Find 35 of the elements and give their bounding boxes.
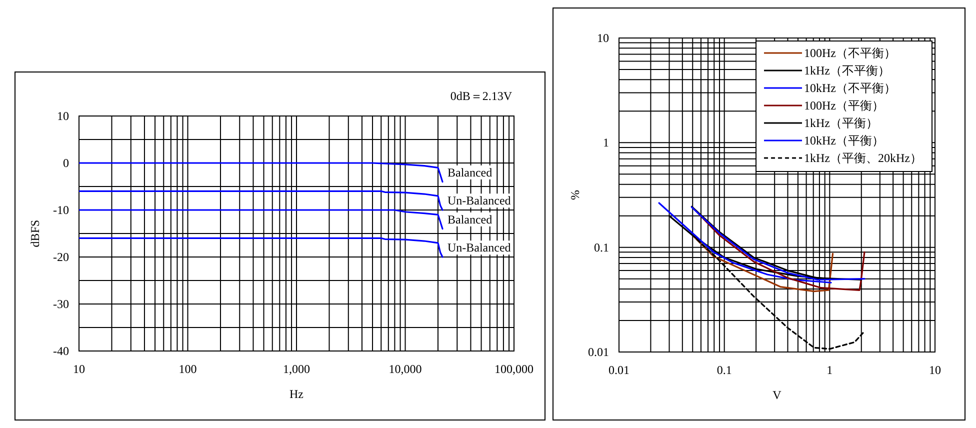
x-tick-label: 10,000 <box>388 362 422 376</box>
x-axis-title: V <box>772 388 782 402</box>
x-tick-label: 0.01 <box>608 363 630 377</box>
x-tick-label: 1 <box>826 363 833 377</box>
legend-label: 1kHz（不平衡） <box>804 64 890 78</box>
legend-label: 1kHz（平衡、20kHz） <box>804 151 922 165</box>
y-tick-label: -30 <box>53 297 69 311</box>
legend-label: 100Hz（不平衡） <box>804 46 896 60</box>
x-tick-label: 0.1 <box>716 363 732 377</box>
x-tick-label: 10 <box>73 362 85 376</box>
y-axis-title: dBFS <box>28 220 42 248</box>
series-label: Balanced <box>447 212 492 226</box>
y-tick-label: 1 <box>603 136 609 150</box>
y-tick-label: -10 <box>53 203 69 217</box>
series-label: Un-Balanced <box>447 194 511 208</box>
series-label: Un-Balanced <box>447 240 511 255</box>
y-tick-label: 0 <box>63 156 69 170</box>
x-tick-label: 100 <box>178 362 197 376</box>
legend-label: 10kHz（不平衡） <box>804 81 896 95</box>
series-label: Balanced <box>447 165 492 180</box>
y-tick-label: 0.01 <box>588 345 609 359</box>
x-tick-label: 100,000 <box>494 362 534 376</box>
legend-label: 100Hz（平衡） <box>804 98 884 112</box>
y-tick-label: 10 <box>57 109 69 123</box>
x-axis-title: Hz <box>290 387 304 401</box>
legend-label: 10kHz（平衡） <box>804 134 884 148</box>
y-tick-label: 10 <box>597 31 609 45</box>
x-tick-label: 10 <box>929 363 941 377</box>
y-tick-label: -20 <box>53 250 69 264</box>
y-tick-label: 0.1 <box>594 240 609 254</box>
legend-label: 1kHz（平衡） <box>804 116 878 130</box>
x-tick-label: 1,000 <box>283 362 310 376</box>
y-axis-title: % <box>568 190 582 200</box>
y-tick-label: -40 <box>53 344 69 358</box>
text: 0dB＝2.13V <box>450 89 512 103</box>
